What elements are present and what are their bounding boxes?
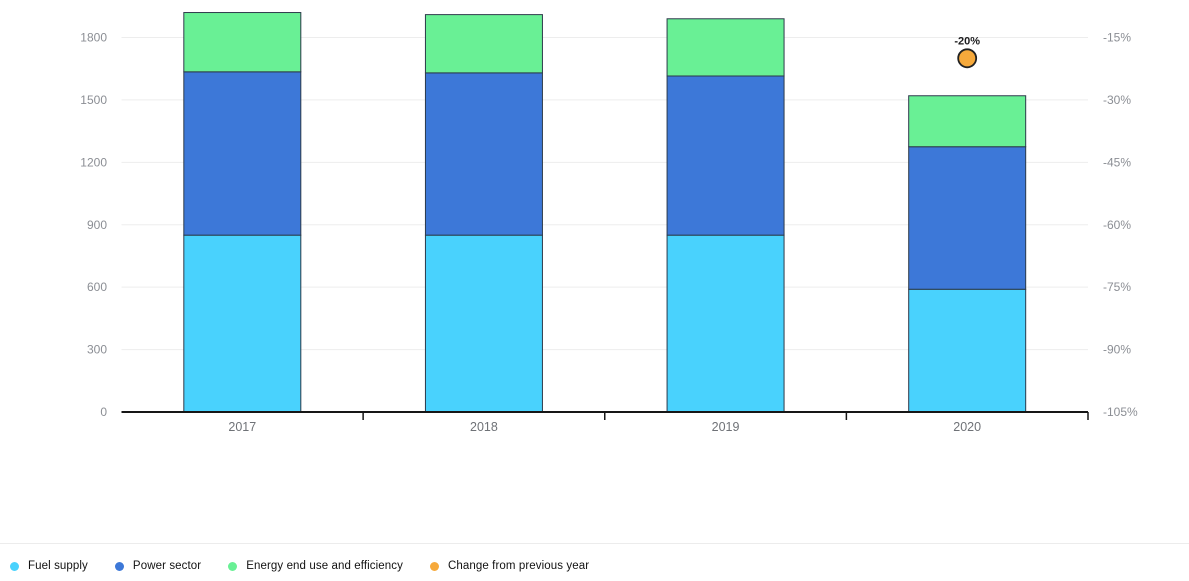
bar-segment-2019-energy-end-use-and-efficiency[interactable] (666, 18, 785, 77)
left-axis-tick-label: 1800 (80, 31, 107, 45)
x-axis-label-2019: 2019 (712, 420, 740, 434)
left-axis-tick-label: 0 (100, 405, 107, 419)
left-axis-tick-label: 1500 (80, 93, 107, 107)
left-axis-tick-label: 900 (87, 218, 107, 232)
bar-segment-2020-power-sector[interactable] (908, 146, 1027, 290)
right-axis-tick-label: -15% (1103, 31, 1131, 45)
legend-item-change-from-previous-year[interactable]: Change from previous year (430, 560, 589, 572)
right-axis-tick-label: -75% (1103, 280, 1131, 294)
bar-segment-2020-fuel-supply[interactable] (908, 288, 1027, 413)
left-axis-tick-label: 300 (87, 343, 107, 357)
legend: Fuel supply Power sector Energy end use … (10, 560, 589, 572)
change-from-previous-year-swatch-icon (430, 561, 439, 571)
right-axis-tick-label: -90% (1103, 343, 1131, 357)
legend-item-label: Energy end use and efficiency (246, 560, 403, 572)
legend-item-label: Fuel supply (28, 560, 88, 572)
chart-svg: 1800 -15% 1500 -30% 1200 -45% 900 -60% 600 -75% 30… (80, 12, 1138, 434)
right-axis-tick-label: -105% (1103, 405, 1138, 419)
bar-segment-2017-power-sector[interactable] (183, 71, 302, 236)
x-axis-label-2020: 2020 (953, 420, 981, 434)
energy-end-use-swatch-icon (228, 561, 238, 571)
bar-segment-2018-power-sector[interactable] (424, 72, 543, 236)
bar-segment-2017-energy-end-use-and-efficiency[interactable] (183, 12, 302, 73)
left-axis-tick-label: 600 (87, 280, 107, 294)
fuel-supply-swatch-icon (10, 561, 19, 571)
bar-segment-2020-energy-end-use-and-efficiency[interactable] (908, 95, 1027, 148)
right-axis-tick-label: -60% (1103, 218, 1131, 232)
x-axis-label-2018: 2018 (470, 420, 498, 434)
bar-segment-2017-fuel-supply[interactable] (183, 234, 302, 413)
legend-item-energy-end-use[interactable]: Energy end use and efficiency (228, 560, 403, 572)
bar-segment-2019-fuel-supply[interactable] (666, 234, 785, 413)
right-axis-tick-label: -30% (1103, 93, 1131, 107)
bar-segment-2018-fuel-supply[interactable] (424, 234, 543, 413)
x-axis-label-2017: 2017 (228, 420, 256, 434)
legend-item-fuel-supply[interactable]: Fuel supply (10, 560, 88, 572)
left-axis-tick-label: 1200 (80, 155, 107, 169)
change-marker[interactable] (957, 48, 978, 69)
legend-item-label: Power sector (132, 560, 202, 572)
legend-item-label: Change from previous year (448, 560, 590, 572)
power-sector-swatch-icon (114, 561, 124, 571)
bar-segment-2018-energy-end-use-and-efficiency[interactable] (424, 14, 543, 74)
marker-value-label: -20% (954, 35, 980, 47)
right-axis-tick-label: -45% (1103, 155, 1131, 169)
legend-item-power-sector[interactable]: Power sector (114, 560, 202, 572)
bar-segment-2019-power-sector[interactable] (666, 75, 785, 236)
chart-legend-divider (0, 543, 1189, 544)
